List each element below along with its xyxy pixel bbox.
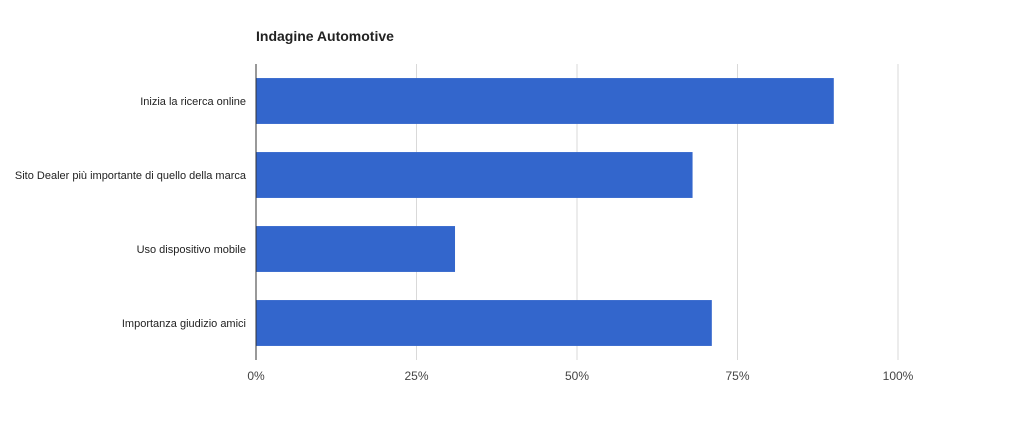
x-axis-ticks: 0% 25% 50% 75% 100%: [247, 369, 913, 383]
category-label: Importanza giudizio amici: [122, 318, 246, 330]
x-tick-label: 50%: [565, 369, 589, 383]
bar[interactable]: [256, 152, 693, 198]
bars: [256, 78, 834, 346]
chart-title: Indagine Automotive: [256, 28, 394, 44]
bar[interactable]: [256, 78, 834, 124]
x-tick-label: 0%: [247, 369, 265, 383]
category-label: Inizia la ricerca online: [140, 96, 246, 108]
x-tick-label: 100%: [883, 369, 914, 383]
x-tick-label: 25%: [404, 369, 428, 383]
category-label: Uso dispositivo mobile: [137, 244, 246, 256]
category-label: Sito Dealer più importante di quello del…: [15, 170, 247, 182]
category-labels: Inizia la ricerca online Sito Dealer più …: [15, 96, 247, 330]
bar[interactable]: [256, 226, 456, 272]
bar[interactable]: [256, 300, 712, 346]
x-tick-label: 75%: [725, 369, 749, 383]
